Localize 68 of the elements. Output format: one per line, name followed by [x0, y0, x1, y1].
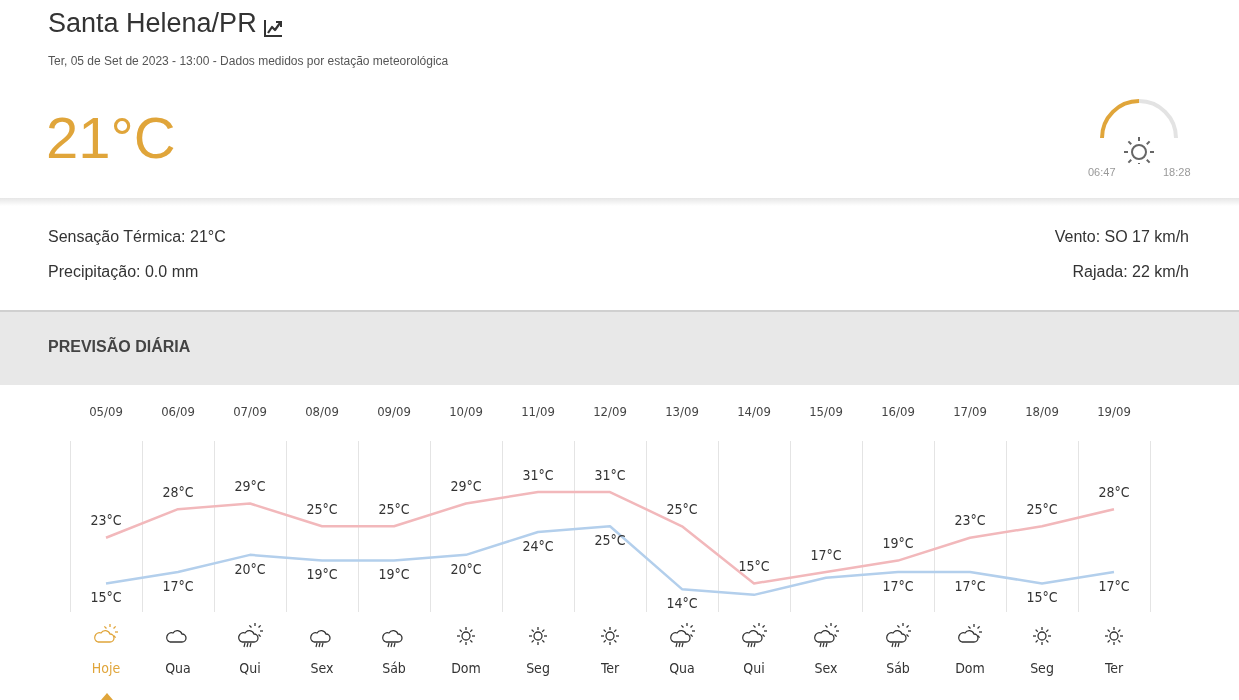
data-label: 31°C — [594, 466, 626, 483]
data-label: 25°C — [378, 500, 410, 517]
text: Hoje — [91, 659, 121, 676]
data-label: 25°C — [306, 500, 338, 517]
text: Qua — [669, 659, 695, 676]
data-label: 23°C — [954, 512, 986, 529]
x-tick-label: 09/09 — [377, 404, 411, 420]
x-tick-label: 14/09 — [737, 404, 771, 420]
data-label: 25°C — [666, 500, 698, 517]
data-label: 29°C — [234, 478, 266, 495]
x-tick-label: 05/09 — [89, 404, 123, 420]
chart-subtitle: Ter, 05 de Set de 2023 - 13:00 - Dados medidos por estação meteorológica — [48, 54, 449, 68]
x-tick-label: 08/09 — [305, 404, 339, 420]
text: Seg — [526, 659, 550, 676]
text: Qua — [165, 659, 191, 676]
x-tick-label: 15/09 — [809, 404, 843, 420]
data-label: 19°C — [306, 566, 338, 583]
x-tick-label: 07/09 — [233, 404, 267, 420]
x-tick-label: 13/09 — [665, 404, 699, 420]
text: Dom — [451, 659, 481, 676]
data-label: 15°C — [1026, 589, 1058, 606]
data-label: 31°C — [522, 466, 554, 483]
x-tick-label: 19/09 — [1097, 404, 1131, 420]
text: Sex — [814, 659, 839, 676]
text: Vento: SO 17 km/h — [1054, 228, 1189, 246]
data-label: 24°C — [522, 537, 554, 554]
data-label: 17°C — [162, 577, 194, 594]
x-tick-label: 16/09 — [881, 404, 915, 420]
x-tick-label: 06/09 — [161, 404, 195, 420]
data-label: 23°C — [90, 512, 122, 529]
text: Ter — [1103, 659, 1124, 676]
text: Sáb — [382, 659, 406, 676]
data-label: 29°C — [450, 478, 482, 495]
data-label: 28°C — [162, 483, 194, 500]
text: Rajada: 22 km/h — [1072, 263, 1189, 281]
data-label: 17°C — [954, 577, 986, 594]
text: PREVISÃO DIÁRIA — [48, 338, 191, 356]
x-tick-label: 12/09 — [593, 404, 627, 420]
text: 06:47 — [1088, 166, 1116, 178]
text: 21°C — [46, 104, 176, 171]
data-label: 28°C — [1098, 483, 1130, 500]
data-label: 17°C — [882, 577, 914, 594]
text: 18:28 — [1163, 166, 1191, 178]
data-label: 20°C — [450, 560, 482, 577]
data-label: 15°C — [738, 558, 770, 575]
x-tick-label: 10/09 — [449, 404, 483, 420]
text: Precipitação: 0.0 mm — [48, 263, 199, 281]
text: Sex — [310, 659, 335, 676]
text: Sáb — [886, 659, 910, 676]
text: Ter — [599, 659, 620, 676]
text: Qui — [743, 659, 765, 676]
data-label: 19°C — [882, 535, 914, 552]
chart-title: Santa Helena/PR — [48, 8, 257, 39]
data-label: 25°C — [1026, 500, 1058, 517]
text: Sensação Térmica: 21°C — [48, 228, 226, 246]
x-tick-label: 18/09 — [1025, 404, 1059, 420]
data-label: 19°C — [378, 566, 410, 583]
x-tick-label: 11/09 — [521, 404, 555, 420]
data-label: 17°C — [1098, 577, 1130, 594]
data-label: 14°C — [666, 594, 698, 611]
data-label: 20°C — [234, 560, 266, 577]
text: Dom — [955, 659, 985, 676]
data-label: 25°C — [594, 531, 626, 548]
text: Seg — [1030, 659, 1054, 676]
data-label: 15°C — [90, 589, 122, 606]
data-label: 17°C — [810, 546, 842, 563]
x-tick-label: 17/09 — [953, 404, 987, 420]
text: Qui — [239, 659, 261, 676]
